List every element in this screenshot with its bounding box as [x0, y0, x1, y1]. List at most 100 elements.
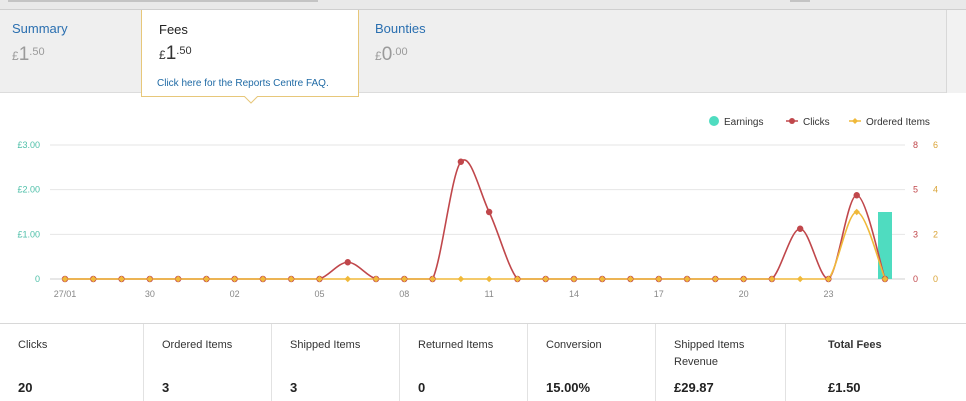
tab-bounties[interactable]: Bounties £0.00 [375, 21, 426, 66]
legend-ordered-items-icon [852, 118, 858, 124]
y-orders-tick-label: 0 [933, 274, 938, 284]
ordered-items-point [796, 275, 804, 283]
x-tick-label: 05 [314, 289, 324, 299]
ordered-items-point [90, 275, 97, 283]
metric-value: 3 [162, 380, 170, 395]
chart-grid [50, 144, 905, 280]
tab-fees-title: Fees [159, 22, 188, 37]
x-tick-label: 08 [399, 289, 409, 299]
reports-faq-link[interactable]: Click here for the Reports Centre FAQ. [157, 78, 329, 89]
x-tick-label: 23 [823, 289, 833, 299]
earnings-bars [878, 212, 892, 279]
metric-clicks: Clicks 20 [0, 324, 144, 401]
tab-summary-title: Summary [12, 21, 68, 36]
ordered-items-point [514, 275, 521, 283]
ordered-items-point [146, 275, 154, 283]
ordered-items-series-line [65, 211, 886, 280]
ordered-items-point [259, 275, 267, 283]
tab-fees[interactable]: Fees £1.50 Click here for the Reports Ce… [141, 10, 359, 97]
ordered-items-point [118, 275, 125, 283]
clicks-series-line [65, 159, 886, 280]
tab-summary[interactable]: Summary £1.50 [12, 21, 68, 66]
metric-label: Conversion [546, 339, 602, 351]
ordered-items-point [599, 275, 606, 283]
metric-ordered-items: Ordered Items 3 [144, 324, 272, 401]
ordered-items-point [203, 275, 210, 283]
scrollbar[interactable] [946, 10, 966, 93]
metric-label: Clicks [18, 339, 48, 351]
clicks-point [457, 158, 465, 165]
legend-clicks-label: Clicks [803, 117, 830, 128]
x-tick-label: 20 [739, 289, 749, 299]
y-left-tick-label: £2.00 [17, 185, 40, 195]
metric-label: Shipped Items Revenue [674, 339, 745, 368]
ordered-items-point [683, 275, 691, 283]
performance-chart: Earnings Clicks Ordered Items 0 £1.00 £2.00 £… [17, 116, 938, 299]
tab-fees-value: £1.50 [159, 43, 192, 64]
ordered-items-point [825, 275, 832, 283]
ordered-items-point [316, 275, 323, 283]
y-orders-tick-label: 4 [933, 185, 938, 195]
y-left-tick-label: £3.00 [17, 140, 40, 150]
y-orders-tick-label: 2 [933, 229, 938, 239]
chart-legend: Earnings Clicks Ordered Items [709, 116, 930, 128]
y-clicks-tick-label: 3 [913, 229, 918, 239]
ordered-items-point [570, 275, 578, 283]
metric-value: 20 [18, 380, 33, 395]
ordered-items-point [542, 275, 549, 283]
top-navigation-strip [0, 0, 966, 10]
tab-bounties-value: £0.00 [375, 44, 408, 65]
ordered-items-point [288, 275, 295, 283]
ordered-items-point [740, 275, 747, 283]
ordered-items-point [627, 275, 634, 283]
tab-pointer-icon [244, 96, 258, 104]
metrics-summary: Clicks 20 Ordered Items 3 Shipped Items … [0, 323, 966, 401]
ordered-items-point [853, 208, 860, 216]
metric-label: Shipped Items [290, 339, 361, 351]
ordered-items-point [457, 275, 465, 283]
y-left-tick-label: 0 [35, 274, 40, 284]
chart-series [61, 158, 889, 283]
ordered-items-point [485, 275, 493, 283]
metric-total-fees: Total Fees £1.50 [786, 324, 966, 401]
ordered-items-point [712, 275, 719, 283]
y-clicks-tick-label: 0 [913, 274, 918, 284]
metric-conversion: Conversion 15.00% [528, 324, 656, 401]
metric-value: £1.50 [828, 380, 861, 395]
clicks-point [344, 259, 351, 266]
ordered-items-point [174, 275, 182, 283]
y-clicks-tick-label: 8 [913, 140, 918, 150]
tab-summary-value: £1.50 [12, 44, 45, 65]
clicks-point [853, 192, 860, 199]
y-left-tick-label: £1.00 [17, 229, 40, 239]
x-tick-label: 17 [654, 289, 664, 299]
metric-shipped-items-revenue: Shipped Items Revenue £29.87 [656, 324, 786, 401]
metric-value: £29.87 [674, 380, 714, 395]
clicks-point [796, 225, 804, 232]
x-tick-label: 11 [484, 289, 493, 299]
y-orders-tick-label: 6 [933, 140, 938, 150]
earnings-bar [878, 212, 892, 279]
legend-ordered-items-label: Ordered Items [866, 117, 930, 128]
ordered-items-point [61, 275, 69, 283]
legend-clicks-icon [789, 118, 795, 124]
metric-shipped-items: Shipped Items 3 [272, 324, 400, 401]
ordered-items-point [401, 275, 408, 283]
ordered-items-point [655, 275, 662, 283]
ordered-items-point [231, 275, 238, 283]
metric-returned-items: Returned Items 0 [400, 324, 528, 401]
legend-earnings-icon [709, 116, 719, 126]
metric-label: Total Fees [828, 339, 882, 351]
x-tick-label: 14 [569, 289, 579, 299]
clicks-point [485, 208, 493, 216]
tab-bounties-title: Bounties [375, 21, 426, 36]
ordered-items-point [372, 275, 380, 283]
x-tick-label: 30 [145, 289, 155, 299]
legend-earnings-label: Earnings [724, 117, 763, 128]
metric-label: Returned Items [418, 339, 494, 351]
x-tick-label: 02 [230, 289, 240, 299]
ordered-items-point [768, 275, 776, 283]
ordered-items-point [881, 275, 889, 283]
